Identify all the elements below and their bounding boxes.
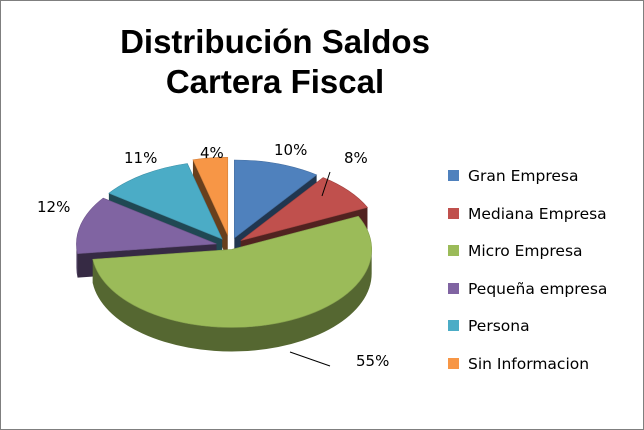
legend-swatch <box>448 207 459 219</box>
legend-swatch <box>448 282 459 294</box>
legend-item-gran-empresa: Gran Empresa <box>448 164 638 202</box>
legend-item-pequena-empresa: Pequeña empresa <box>448 277 638 315</box>
legend-label: Pequeña empresa <box>468 279 608 298</box>
legend-item-mediana-empresa: Mediana Empresa <box>448 202 638 240</box>
legend-label: Sin Informacion <box>468 354 590 373</box>
data-label-gran-empresa: 10% <box>274 141 307 159</box>
pie-slice-gran-empresa <box>234 159 318 239</box>
data-label-persona: 11% <box>124 149 157 167</box>
data-label-pequena-empresa: 12% <box>37 198 70 216</box>
legend-swatch <box>448 320 459 331</box>
pie-slice-persona <box>108 163 223 240</box>
pie-slice-sin-informacion <box>192 156 229 236</box>
pie-slice-pequena-empresa <box>76 197 217 255</box>
data-label-micro-empresa: 55% <box>356 352 389 370</box>
pie-slice-micro-empresa <box>92 215 372 328</box>
legend-label: Micro Empresa <box>468 242 583 260</box>
pie-slice-mediana-empresa <box>240 177 368 241</box>
legend-swatch <box>448 245 459 256</box>
legend-swatch <box>448 170 459 181</box>
legend-label: Mediana Empresa <box>468 204 607 223</box>
legend-item-micro-empresa: Micro Empresa <box>448 239 638 277</box>
legend-swatch <box>448 357 459 369</box>
pie-data-labels: 10% 8% 55% 12% 11% 4% <box>37 141 389 370</box>
pie-tops <box>76 156 372 328</box>
chart-title-line-2: Cartera Fiscal <box>165 63 385 100</box>
chart-title-line-1: Distribución Saldos <box>120 23 430 60</box>
leader-line-mediana-empresa <box>321 171 331 197</box>
leader-line-micro-empresa <box>289 351 331 367</box>
legend: Gran Empresa Mediana Empresa Micro Empre… <box>448 164 638 389</box>
legend-label: Gran Empresa <box>468 167 579 185</box>
legend-item-persona: Persona <box>448 314 638 352</box>
data-label-mediana-empresa: 8% <box>344 149 368 167</box>
data-label-sin-informacion: 4% <box>200 144 224 162</box>
legend-item-sin-informacion: Sin Informacion <box>448 352 638 390</box>
chart-title: Distribución Saldos Cartera Fiscal <box>60 22 490 102</box>
legend-label: Persona <box>468 317 530 335</box>
